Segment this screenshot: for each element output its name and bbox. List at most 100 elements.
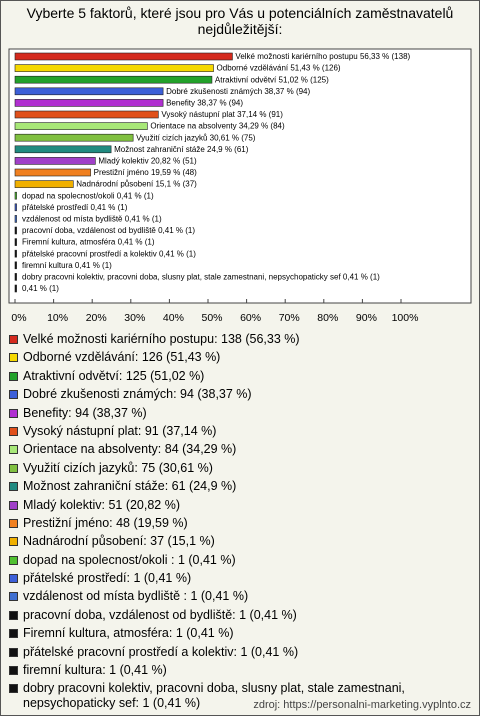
bar — [14, 226, 17, 235]
bar — [14, 122, 148, 130]
legend-text: Dobré zkušenosti známých: 94 (38,37 %) — [23, 387, 252, 402]
legend-text: Nadnárodní působení: 37 (15,1 %) — [23, 534, 215, 549]
bar-label: Možnost zahraniční stáže 24,9 % (61) — [114, 145, 249, 154]
bar — [14, 99, 164, 107]
legend-text: Firemní kultura, atmosféra: 1 (0,41 %) — [23, 626, 234, 641]
legend-text: Prestižní jméno: 48 (19,59 %) — [23, 515, 188, 530]
bar-label: Prestižní jméno 19,59 % (48) — [94, 168, 197, 177]
x-tick-label: 90% — [356, 312, 377, 324]
bar-label: Nadnárodní působení 15,1 % (37) — [76, 180, 197, 189]
legend-text: firemní kultura: 1 (0,41 %) — [23, 663, 167, 678]
bar — [14, 261, 17, 270]
bar — [14, 284, 17, 293]
bar — [14, 203, 17, 212]
x-tick-label: 70% — [279, 312, 300, 324]
legend-swatch — [9, 335, 18, 344]
legend-item: přátelské pracovní prostředí a kolektiv:… — [9, 645, 471, 660]
bar-label: přátelské prostředí 0,41 % (1) — [22, 203, 128, 212]
bar — [14, 75, 213, 84]
legend-swatch — [9, 518, 18, 528]
legend-swatch — [9, 684, 18, 694]
legend-text: přátelské pracovní prostředí a kolektiv:… — [23, 644, 299, 659]
legend-text: Mladý kolektiv: 51 (20,82 %) — [23, 497, 181, 512]
legend-item: Dobré zkušenosti známých: 94 (38,37 %) — [9, 387, 471, 402]
bar — [14, 52, 233, 61]
bar-label: Velké možnosti kariérního postupu 56,33 … — [235, 52, 410, 61]
legend-text: přátelské prostředí: 1 (0,41 %) — [23, 571, 192, 586]
legend-text: dopad na spolecnost/okoli : 1 (0,41 %) — [23, 552, 236, 567]
legend-swatch — [9, 353, 18, 363]
legend-item: Firemní kultura, atmosféra: 1 (0,41 %) — [9, 626, 471, 641]
legend-text: Možnost zahraniční stáže: 61 (24,9 %) — [23, 479, 237, 494]
bar — [14, 133, 134, 142]
bar — [14, 180, 74, 188]
legend-text: Využití cizích jazyků: 75 (30,61 %) — [23, 460, 213, 475]
bar-label: Benefity 38,37 % (94) — [166, 99, 243, 108]
legend-text: Velké možnosti kariérního postupu: 138 (… — [23, 332, 300, 346]
x-tick-label: 0% — [11, 312, 26, 324]
chart: 0% 10% 20% 30% 40% 50% 60% 70% 80% 90% 100% Velké m… — [8, 48, 472, 324]
bar — [14, 110, 159, 119]
legend-text: vzdálenost od místa bydliště : 1 (0,41 %… — [23, 589, 249, 604]
bar — [14, 168, 91, 177]
bar-label: Orientace na absolventy 34,29 % (84) — [150, 122, 285, 131]
bar — [14, 215, 17, 223]
legend-item: Možnost zahraniční stáže: 61 (24,9 %) — [9, 479, 471, 494]
legend-text: v tuto chvili je pro mne dulezie, aby se… — [23, 715, 427, 716]
bar — [14, 273, 17, 281]
legend-item: Atraktivní odvětví: 125 (51,02 %) — [9, 369, 471, 384]
x-tick-label: 100% — [392, 312, 419, 324]
bar-label: dobry pracovni kolektiv, pracovni doba, … — [22, 273, 380, 282]
legend-swatch — [9, 463, 18, 473]
legend-swatch — [9, 500, 18, 510]
x-tick-label: 50% — [201, 312, 222, 324]
x-tick-label: 10% — [47, 312, 68, 324]
legend: Velké možnosti kariérního postupu: 138 (… — [9, 332, 471, 716]
legend-swatch — [9, 610, 18, 620]
legend-swatch — [9, 390, 18, 400]
legend-swatch — [9, 629, 18, 639]
bar — [14, 191, 17, 200]
legend-swatch — [9, 408, 18, 418]
legend-swatch — [9, 666, 18, 676]
bar-label: Odborné vzdělávání 51,43 % (126) — [217, 64, 341, 73]
x-tick-label: 20% — [86, 312, 107, 324]
bar-label: pracovní doba, vzdálenost od bydliště 0,… — [22, 226, 195, 235]
legend-text: dobry pracovni kolektiv, pracovni doba, … — [23, 681, 405, 711]
legend-item: v tuto chvili je pro mne dulezie, aby se… — [9, 715, 471, 716]
legend-swatch — [9, 592, 18, 602]
legend-swatch — [9, 537, 18, 547]
bar-label: přátelské pracovní prostředí a kolektiv … — [22, 249, 196, 258]
chart-title: Vyberte 5 faktorů, které jsou pro Vás u … — [26, 5, 454, 37]
legend-item: Orientace na absolventy: 84 (34,29 %) — [9, 442, 471, 457]
legend-swatch — [9, 647, 18, 657]
legend-item: firemní kultura: 1 (0,41 %) — [9, 663, 471, 678]
bar-label: firemní kultura 0,41 % (1) — [22, 261, 112, 270]
x-tick-label: 40% — [163, 312, 184, 324]
legend-item: přátelské prostředí: 1 (0,41 %) — [9, 571, 471, 586]
legend-text: Benefity: 94 (38,37 %) — [23, 405, 147, 420]
bar-label: Využití cizích jazyků 30,61 % (75) — [136, 133, 256, 142]
source: zdroj: https://personalni-marketing.vypl… — [253, 699, 471, 711]
legend-item: Nadnárodní působení: 37 (15,1 %) — [9, 534, 471, 549]
bar-label: dopad na spolecnost/okoli 0,41 % (1) — [22, 191, 154, 200]
bar — [14, 145, 112, 154]
legend-item: Velké možnosti kariérního postupu: 138 (… — [9, 332, 471, 347]
legend-item: dopad na spolecnost/okoli : 1 (0,41 %) — [9, 553, 471, 568]
legend-text: Orientace na absolventy: 84 (34,29 %) — [23, 442, 237, 457]
legend-item: dobry pracovni kolektiv, pracovni doba, … — [9, 681, 471, 711]
bar-label: Firemní kultura, atmosféra 0,41 % (1) — [22, 238, 155, 247]
legend-text: Odborné vzdělávání: 126 (51,43 %) — [23, 350, 221, 365]
legend-item: pracovní doba, vzdálenost od bydliště: 1… — [9, 608, 471, 623]
legend-item: Benefity: 94 (38,37 %) — [9, 406, 471, 421]
legend-swatch — [9, 426, 18, 436]
bar — [14, 64, 214, 72]
bar — [14, 238, 17, 246]
legend-item: Vysoký nástupní plat: 91 (37,14 %) — [9, 424, 471, 439]
legend-item: Prestižní jméno: 48 (19,59 %) — [9, 516, 471, 531]
bar-label: Atraktivní odvětví 51,02 % (125) — [215, 75, 329, 84]
x-tick-label: 30% — [124, 312, 145, 324]
bar — [14, 249, 17, 258]
legend-swatch — [9, 555, 18, 565]
